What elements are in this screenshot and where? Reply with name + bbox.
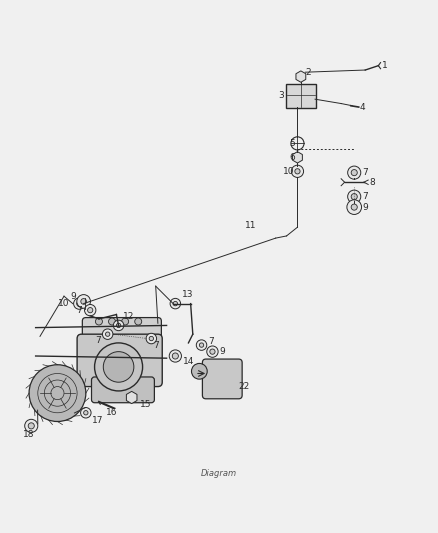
Text: 7: 7 xyxy=(362,168,368,177)
Text: 10: 10 xyxy=(283,167,294,176)
Text: 7: 7 xyxy=(153,341,159,350)
Circle shape xyxy=(199,343,204,348)
Circle shape xyxy=(81,408,91,418)
Circle shape xyxy=(29,365,86,422)
Circle shape xyxy=(95,318,102,325)
Circle shape xyxy=(351,169,357,176)
Circle shape xyxy=(348,190,361,203)
Text: 15: 15 xyxy=(140,400,151,408)
Text: 9: 9 xyxy=(219,347,225,356)
Circle shape xyxy=(146,333,156,344)
Text: 10: 10 xyxy=(58,299,69,308)
FancyBboxPatch shape xyxy=(82,318,161,342)
Text: 9: 9 xyxy=(70,292,76,301)
Circle shape xyxy=(81,298,86,304)
Circle shape xyxy=(28,423,34,429)
Circle shape xyxy=(149,336,153,341)
Circle shape xyxy=(117,323,121,328)
Circle shape xyxy=(351,204,357,210)
Polygon shape xyxy=(293,152,302,163)
FancyBboxPatch shape xyxy=(92,377,154,403)
Text: 5: 5 xyxy=(290,139,295,148)
Text: 7: 7 xyxy=(362,192,368,201)
Text: 1: 1 xyxy=(382,61,388,70)
Circle shape xyxy=(85,304,96,316)
Text: 13: 13 xyxy=(182,290,194,300)
Circle shape xyxy=(291,165,304,177)
Circle shape xyxy=(207,346,218,357)
FancyBboxPatch shape xyxy=(77,334,162,386)
Text: 16: 16 xyxy=(106,408,117,417)
Circle shape xyxy=(77,295,91,308)
Circle shape xyxy=(172,353,178,359)
Text: 17: 17 xyxy=(92,416,104,425)
Circle shape xyxy=(348,166,361,179)
Polygon shape xyxy=(127,391,137,403)
Text: 3: 3 xyxy=(279,91,285,100)
Circle shape xyxy=(196,340,207,350)
Circle shape xyxy=(351,193,357,200)
Circle shape xyxy=(88,308,93,313)
Text: 9: 9 xyxy=(362,203,368,212)
Circle shape xyxy=(191,364,207,379)
Circle shape xyxy=(122,318,129,325)
Text: 4: 4 xyxy=(360,102,366,111)
Text: 18: 18 xyxy=(23,430,35,439)
Circle shape xyxy=(25,419,38,432)
Circle shape xyxy=(170,298,180,309)
Circle shape xyxy=(103,352,134,382)
Circle shape xyxy=(113,320,124,330)
Text: 8: 8 xyxy=(370,177,375,187)
Circle shape xyxy=(102,329,113,340)
Circle shape xyxy=(106,332,110,336)
Text: 7: 7 xyxy=(77,305,82,314)
Circle shape xyxy=(77,301,82,306)
Circle shape xyxy=(169,350,181,362)
Circle shape xyxy=(347,200,361,214)
Text: 12: 12 xyxy=(123,312,134,321)
Circle shape xyxy=(173,302,177,306)
Text: 14: 14 xyxy=(183,357,194,366)
FancyBboxPatch shape xyxy=(286,84,316,108)
Text: 11: 11 xyxy=(245,221,257,230)
Circle shape xyxy=(295,169,300,174)
Text: 6: 6 xyxy=(290,153,295,162)
FancyBboxPatch shape xyxy=(202,359,242,399)
Text: 7: 7 xyxy=(95,336,101,345)
Circle shape xyxy=(210,349,215,354)
Text: 2: 2 xyxy=(305,68,311,77)
Circle shape xyxy=(95,343,143,391)
Circle shape xyxy=(135,318,142,325)
Circle shape xyxy=(74,298,85,309)
Circle shape xyxy=(84,410,88,415)
Text: Diagram: Diagram xyxy=(201,470,237,479)
Polygon shape xyxy=(296,71,306,82)
Circle shape xyxy=(109,318,116,325)
Text: 7: 7 xyxy=(208,337,214,346)
Text: 22: 22 xyxy=(239,382,250,391)
